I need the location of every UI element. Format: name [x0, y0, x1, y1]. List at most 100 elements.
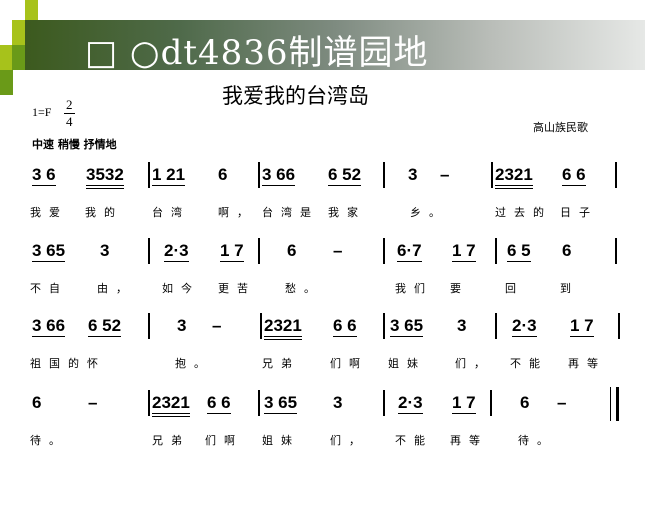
lyric: 兄弟: [262, 357, 300, 370]
barline: [615, 162, 617, 188]
lyric: 乡。: [410, 206, 448, 219]
lyric: 要: [450, 282, 469, 295]
note-group: 3 65: [264, 393, 298, 414]
key-signature: 1=F: [32, 105, 52, 119]
note-group: 3 66: [262, 165, 296, 186]
note-group: 1 7: [570, 316, 594, 337]
lyric: 不能: [395, 434, 433, 447]
note-group: 2321: [495, 165, 533, 189]
note-group: 6 52: [328, 165, 362, 186]
barline: [490, 390, 492, 416]
note-group: –: [88, 393, 98, 412]
lyric: 姐妹: [388, 357, 426, 370]
barline: [258, 162, 260, 188]
barline: [495, 313, 497, 339]
note-group: 6 52: [88, 316, 122, 337]
note-group: 3: [177, 316, 187, 335]
song-title: 我爱我的台湾岛: [222, 84, 369, 108]
lyric: 姐妹: [262, 434, 300, 447]
lyric: 祖国的: [30, 357, 87, 370]
lyric: 再等: [450, 434, 488, 447]
note-group: 6: [32, 393, 42, 412]
lyric: 更苦: [218, 282, 256, 295]
barline: [615, 238, 617, 264]
barline: [383, 238, 385, 264]
barline: [148, 238, 150, 264]
lyric: 我们: [395, 282, 433, 295]
note-group: 3 6: [32, 165, 56, 186]
barline: [491, 162, 493, 188]
lyric: 愁。: [285, 282, 323, 295]
note-group: 3 65: [32, 241, 66, 262]
lyric: 不自: [30, 282, 68, 295]
note-group: 3532: [86, 165, 124, 189]
lyric: 不能: [510, 357, 548, 370]
barline: [148, 390, 150, 416]
note-group: 1 7: [452, 393, 476, 414]
note-group: 6 5: [507, 241, 531, 262]
lyric: 抱。: [175, 357, 213, 370]
lyric: 们啊: [205, 434, 243, 447]
note-group: –: [212, 316, 222, 335]
barline: [383, 313, 385, 339]
decor-square: [0, 45, 13, 70]
note-group: 6 6: [562, 165, 586, 186]
barline: [618, 313, 620, 339]
lyric: 日子: [560, 206, 598, 219]
note-group: 1 7: [220, 241, 244, 262]
barline: [258, 238, 260, 264]
note-group: 2·3: [164, 241, 189, 262]
lyric: 怀: [87, 357, 106, 370]
lyric: 我爱: [30, 206, 68, 219]
barline: [258, 390, 260, 416]
lyric: 啊，: [218, 206, 256, 219]
lyric: 过去的: [495, 206, 552, 219]
note-group: 3 66: [32, 316, 66, 337]
barline: [495, 238, 497, 264]
time-signature-bottom: 4: [66, 114, 73, 129]
note-group: 6 6: [207, 393, 231, 414]
note-group: 3: [100, 241, 110, 260]
lyric: 我家: [328, 206, 366, 219]
lyric: 我的: [85, 206, 123, 219]
lyric: 们，: [330, 434, 368, 447]
note-group: –: [557, 393, 567, 412]
lyric: 到: [560, 282, 579, 295]
note-group: 2·3: [398, 393, 423, 414]
lyric: 待。: [518, 434, 556, 447]
lyric: 们啊: [330, 357, 368, 370]
note-group: 3 65: [390, 316, 424, 337]
barline: [148, 162, 150, 188]
decor-square: [25, 0, 38, 25]
note-group: 6: [218, 165, 228, 184]
song-origin: 高山族民歌: [533, 121, 588, 134]
note-group: 6: [562, 241, 572, 260]
note-group: 3: [408, 165, 418, 184]
note-group: 1 7: [452, 241, 476, 262]
lyric: 兄弟: [152, 434, 190, 447]
time-signature-line: [64, 113, 75, 114]
lyric: 回: [505, 282, 524, 295]
time-signature-top: 2: [66, 97, 73, 112]
header-banner: [25, 20, 645, 70]
note-group: 6·7: [397, 241, 422, 262]
note-group: 6: [287, 241, 297, 260]
note-group: 6: [520, 393, 530, 412]
barline: [383, 390, 385, 416]
tempo-marking: 中速 稍慢 抒情地: [32, 138, 117, 151]
note-group: 3: [457, 316, 467, 335]
lyric: 如今: [162, 282, 200, 295]
note-group: –: [333, 241, 343, 260]
note-group: 1 21: [152, 165, 186, 186]
lyric: 们，: [455, 357, 493, 370]
lyric: 待。: [30, 434, 68, 447]
decor-square: [0, 70, 13, 95]
note-group: –: [440, 165, 450, 184]
barline: [383, 162, 385, 188]
note-group: 2321: [264, 316, 302, 340]
site-title: □ ○dt4836制谱园地: [85, 33, 429, 73]
note-group: 3: [333, 393, 343, 412]
lyric: 由，: [97, 282, 135, 295]
barline: [148, 313, 150, 339]
note-group: 2·3: [512, 316, 537, 337]
